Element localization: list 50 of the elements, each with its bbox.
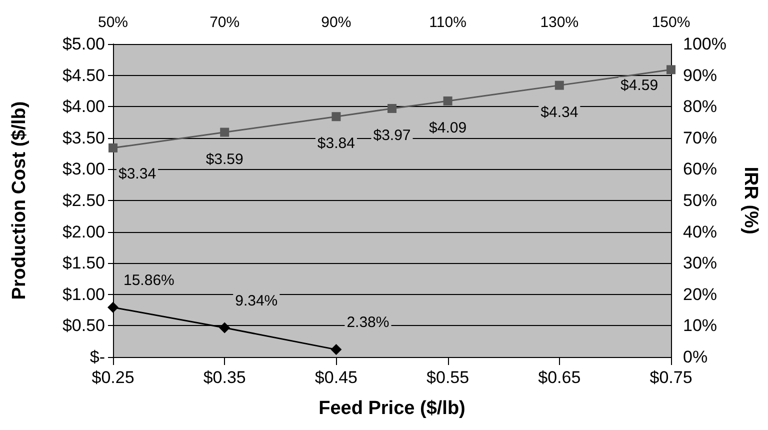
y2-tick-label: 30%	[683, 254, 718, 273]
x-tick-label: $0.75	[650, 368, 692, 387]
y-tick-label: $0.50	[62, 316, 105, 336]
y-axis-title: Production Cost ($/lb)	[9, 101, 30, 300]
x2-tick-label: 110%	[429, 14, 466, 31]
y2-tick-label: 80%	[683, 97, 718, 116]
data-label: $3.97	[373, 126, 411, 144]
y-tick-label: $3.00	[62, 160, 105, 179]
data-label: 2.38%	[346, 314, 390, 332]
y2-axis-title: IRR (%)	[740, 166, 761, 234]
y-tick-label: $3.50	[62, 128, 105, 148]
x-tick-label: $0.25	[92, 368, 134, 387]
y2-tick-label: 40%	[683, 222, 718, 242]
y-tick-label: $4.50	[62, 66, 105, 85]
y2-tick-label: 60%	[683, 160, 718, 179]
y-tick-label: $1.00	[62, 284, 105, 304]
x2-tick-label: 90%	[321, 14, 352, 31]
data-label: $4.34	[540, 104, 578, 121]
y2-tick-label: 90%	[683, 66, 718, 85]
data-label: $3.84	[317, 135, 355, 152]
data-label: $4.09	[429, 119, 467, 136]
x2-tick-label: 50%	[98, 14, 128, 31]
x-tick-label: $0.35	[203, 368, 246, 387]
y2-tick-label: 50%	[683, 191, 718, 210]
x-tick-label: $0.45	[314, 368, 358, 387]
x-tick-label: $0.55	[426, 368, 470, 387]
y2-tick-label: 20%	[683, 284, 718, 304]
point	[219, 322, 230, 334]
y-tick-label: $1.50	[62, 254, 105, 273]
data-label: 9.34%	[235, 292, 278, 310]
x-tick-label: $0.65	[538, 368, 581, 387]
y-tick-label: $-	[90, 348, 105, 366]
x2-tick-label: 150%	[652, 14, 690, 31]
data-label: $4.59	[620, 77, 658, 94]
y-tick-label: $4.00	[62, 97, 105, 116]
y2-tick-label: 70%	[683, 128, 718, 148]
x2-tick-label: 70%	[210, 14, 240, 31]
data-label: $3.34	[118, 165, 156, 182]
point	[330, 344, 342, 356]
y2-tick-label: 100%	[683, 34, 726, 54]
point	[108, 302, 118, 313]
x-axis-title: Feed Price ($/lb)	[318, 398, 466, 419]
data-label: $3.59	[206, 150, 244, 168]
y2-tick-label: 0%	[683, 348, 708, 366]
y2-tick-label: 10%	[683, 316, 718, 336]
y-tick-label: $2.50	[62, 191, 105, 210]
y-tick-label: $2.00	[62, 222, 105, 242]
y-tick-label: $5.00	[62, 34, 105, 54]
x2-tick-label: 130%	[540, 14, 579, 31]
data-label: 15.86%	[124, 272, 174, 289]
